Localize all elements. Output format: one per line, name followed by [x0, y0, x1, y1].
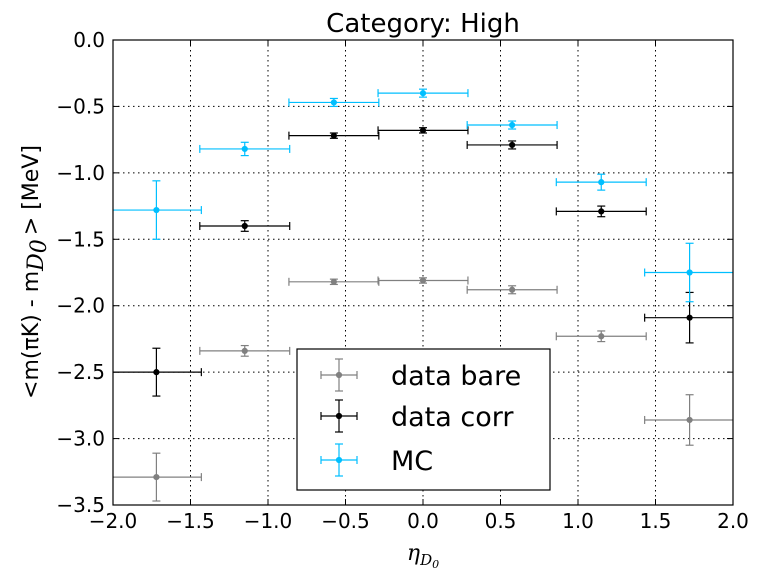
y-tick-label: −1.0 — [56, 161, 105, 185]
chart-title: Category: High — [326, 9, 520, 39]
data-point — [199, 220, 291, 232]
data-marker — [686, 416, 693, 424]
legend-entry: data corr — [320, 399, 514, 433]
y-tick-label: −1.5 — [56, 227, 105, 251]
data-marker — [509, 141, 516, 149]
x-tick-label: 0.5 — [485, 509, 517, 533]
data-marker — [686, 314, 693, 321]
y-axis-label-subscript: D — [24, 253, 49, 272]
data-marker — [419, 127, 427, 134]
data-marker — [419, 90, 427, 97]
data-point — [466, 285, 558, 295]
data-marker — [598, 333, 605, 340]
legend-symbol-marker — [335, 371, 343, 379]
legend-symbol-marker — [335, 412, 343, 420]
data-point — [644, 394, 733, 446]
x-axis-label: ηD0 — [407, 541, 439, 571]
y-tick-label: −3.0 — [56, 427, 105, 451]
data-marker — [598, 208, 605, 215]
data-marker — [509, 121, 516, 129]
legend-entries: data bare data corr MC — [320, 358, 521, 477]
x-tick-label: −1.0 — [244, 509, 293, 533]
data-marker — [330, 99, 337, 106]
data-marker — [153, 369, 160, 376]
legend-symbol-marker — [335, 456, 343, 464]
y-axis-label-subsubscript: 0 — [27, 239, 52, 253]
x-axis-label-subsubscript: 0 — [432, 558, 439, 571]
data-point — [199, 344, 291, 357]
data-layer — [113, 88, 733, 502]
data-point — [644, 291, 733, 344]
data-point — [377, 276, 469, 285]
x-axis-label-main: η — [407, 541, 420, 566]
y-tick-label: −2.0 — [56, 294, 105, 318]
data-marker — [509, 286, 516, 293]
data-marker — [153, 206, 160, 214]
data-point — [377, 88, 469, 98]
data-point — [555, 330, 647, 343]
y-tick-label: −3.5 — [56, 493, 105, 517]
series-data-bare — [113, 276, 733, 502]
data-point — [113, 180, 202, 240]
x-tick-label: 1.5 — [640, 509, 672, 533]
data-marker — [330, 278, 337, 285]
y-axis-label: <m(πK) - mD0 > [MeV] — [19, 145, 52, 399]
data-point — [644, 242, 733, 303]
x-tick-label: −0.5 — [321, 509, 370, 533]
y-tick-label: −0.5 — [56, 94, 105, 118]
data-marker — [241, 347, 248, 354]
legend: data bare data corr MC — [296, 348, 551, 491]
data-point — [288, 131, 380, 140]
data-point — [113, 347, 202, 397]
data-marker — [419, 277, 427, 284]
tick-layer: −2.0 −1.5 −1.0 −0.5 0.0 0.5 1.0 1.5 2.0 0.0 −0.5 −1… — [56, 28, 748, 533]
data-point — [288, 97, 380, 108]
legend-label: MC — [391, 446, 433, 477]
data-point — [555, 205, 647, 218]
series-mc — [113, 88, 733, 303]
legend-entry: data bare — [320, 358, 521, 392]
x-tick-label: 1.0 — [562, 509, 594, 533]
data-point — [288, 277, 380, 286]
legend-label: data bare — [391, 361, 521, 392]
legend-entry: MC — [320, 443, 433, 477]
x-tick-label: −1.5 — [166, 509, 215, 533]
data-point — [466, 140, 558, 150]
y-tick-label: −2.5 — [56, 360, 105, 384]
legend-label: data corr — [391, 402, 514, 433]
data-marker — [598, 179, 605, 186]
data-marker — [330, 132, 337, 139]
y-tick-label: 0.0 — [73, 28, 105, 52]
data-point — [113, 452, 202, 502]
data-marker — [241, 222, 248, 230]
data-marker — [686, 269, 693, 276]
data-point — [377, 126, 469, 135]
x-tick-label: 2.0 — [717, 509, 749, 533]
x-axis-label-subscript: D — [419, 551, 432, 569]
data-point — [466, 120, 558, 130]
data-marker — [241, 145, 248, 153]
y-axis-label-suffix: > [MeV] — [19, 145, 44, 235]
y-axis-label-prefix: <m(πK) - m — [19, 271, 44, 399]
x-tick-label: −2.0 — [89, 509, 138, 533]
data-point — [199, 141, 291, 157]
data-point — [555, 173, 647, 191]
data-marker — [153, 474, 160, 481]
x-tick-label: 0.0 — [407, 509, 439, 533]
